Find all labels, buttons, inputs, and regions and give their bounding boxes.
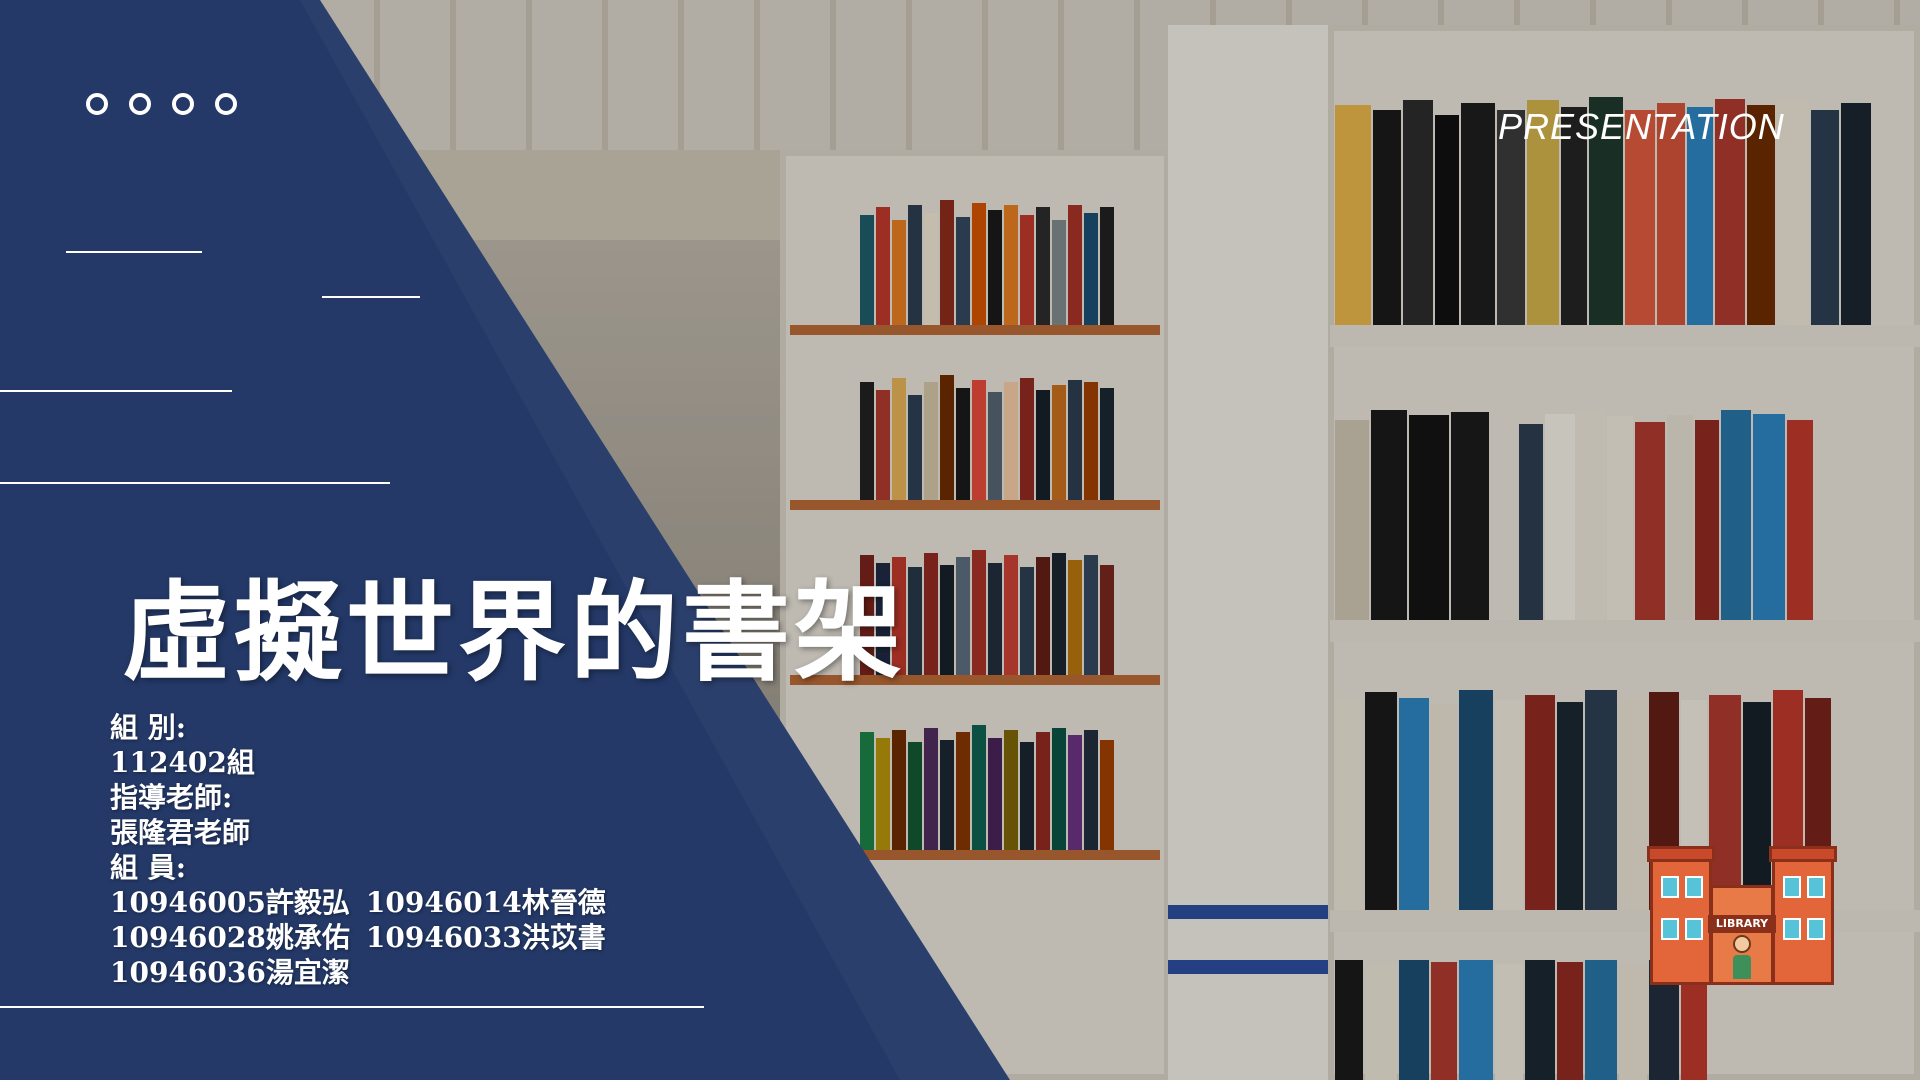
- decor-line: [322, 296, 420, 298]
- decor-line: [0, 1006, 704, 1008]
- person-icon: [1731, 935, 1753, 981]
- group-value: 112402組: [110, 746, 255, 779]
- circle-icon: [215, 93, 237, 115]
- library-building-icon: LIBRARY: [1647, 845, 1837, 985]
- member-item: 10946033洪苡書: [365, 921, 606, 954]
- member-item: 10946028姚承佑: [110, 921, 350, 954]
- info-block: 組 別: 112402組 指導老師: 張隆君老師 組 員: 10946005許毅…: [110, 710, 606, 990]
- circle-icon: [172, 93, 194, 115]
- circle-icon: [86, 93, 108, 115]
- four-circles-icon: [86, 93, 237, 115]
- members-label: 組 員:: [110, 851, 187, 884]
- decor-line: [66, 251, 202, 253]
- member-item: 10946005許毅弘: [110, 886, 350, 919]
- decor-line: [0, 482, 390, 484]
- slide-title: 虛擬世界的書架: [122, 570, 907, 696]
- advisor-label: 指導老師:: [110, 781, 233, 814]
- member-item: 10946036湯宜潔: [110, 956, 350, 989]
- member-item: 10946014林晉德: [365, 886, 606, 919]
- circle-icon: [129, 93, 151, 115]
- decor-line: [0, 390, 232, 392]
- presentation-label: PRESENTATION: [1498, 106, 1785, 147]
- library-sign: LIBRARY: [1708, 915, 1776, 933]
- members-list: 10946005許毅弘 10946014林晉德 10946028姚承佑 1094…: [110, 885, 606, 990]
- group-label: 組 別:: [110, 711, 187, 744]
- advisor-value: 張隆君老師: [110, 816, 251, 849]
